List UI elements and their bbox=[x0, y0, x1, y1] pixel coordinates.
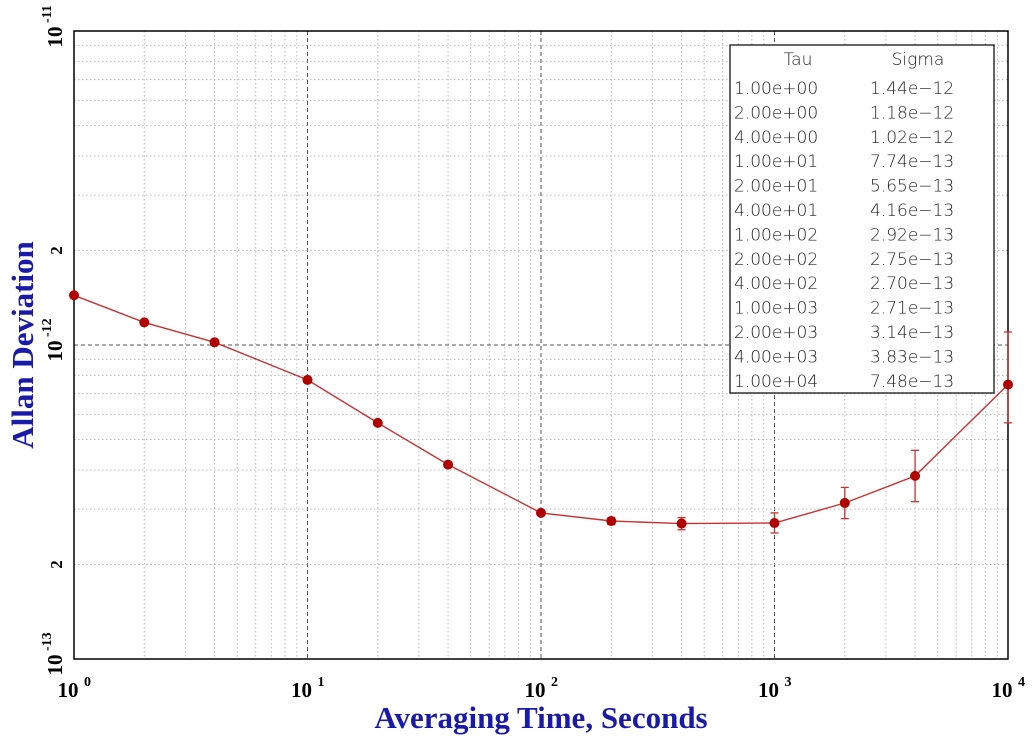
table-cell-sigma: 2.75e−13 bbox=[870, 250, 954, 270]
x-tick-exponent: 2 bbox=[551, 675, 558, 690]
table-cell-sigma: 5.65e−13 bbox=[870, 177, 954, 197]
table-cell-tau: 1.00e+04 bbox=[734, 372, 818, 392]
data-point bbox=[676, 518, 687, 529]
x-tick-exponent: 4 bbox=[1018, 675, 1025, 690]
table-cell-sigma: 7.74e−13 bbox=[870, 152, 954, 172]
table-cell-tau: 4.00e+03 bbox=[734, 347, 818, 367]
x-tick-exponent: 3 bbox=[785, 675, 792, 690]
table-cell-tau: 4.00e+02 bbox=[734, 274, 818, 294]
table-cell-tau: 2.00e+01 bbox=[734, 177, 818, 197]
x-tick-label: 10 bbox=[758, 678, 779, 702]
x-axis-title: Averaging Time, Seconds bbox=[374, 700, 707, 735]
data-point bbox=[209, 337, 220, 348]
y-tick-label: 10 bbox=[43, 655, 67, 676]
data-point bbox=[139, 317, 150, 328]
table-cell-sigma: 4.16e−13 bbox=[870, 201, 954, 221]
table-box bbox=[729, 44, 995, 394]
data-point bbox=[372, 417, 383, 428]
data-point bbox=[769, 518, 780, 529]
data-point bbox=[839, 497, 850, 508]
table-cell-tau: 2.00e+00 bbox=[734, 103, 818, 123]
x-tick-label: 10 bbox=[525, 678, 546, 702]
table-cell-tau: 2.00e+03 bbox=[734, 323, 818, 343]
table-cell-sigma: 2.92e−13 bbox=[870, 225, 954, 245]
table-cell-sigma: 7.48e−13 bbox=[870, 372, 954, 392]
x-tick-label: 10 bbox=[992, 678, 1013, 702]
table-cell-tau: 1.00e+02 bbox=[734, 225, 818, 245]
table-cell-tau: 2.00e+02 bbox=[734, 250, 818, 270]
y-tick-exponent: -13 bbox=[40, 632, 55, 651]
table-cell-sigma: 3.83e−13 bbox=[870, 347, 954, 367]
y-axis-title: Allan Deviation bbox=[5, 241, 40, 449]
y-tick: 10-12 bbox=[40, 318, 67, 361]
data-point bbox=[606, 516, 617, 527]
data-point bbox=[69, 290, 79, 301]
y-tick-label: 10 bbox=[43, 341, 67, 362]
data-point bbox=[910, 470, 921, 481]
table-cell-tau: 1.00e+03 bbox=[734, 299, 818, 319]
table-cell-tau: 4.00e+01 bbox=[734, 201, 818, 221]
x-tick-exponent: 0 bbox=[84, 675, 91, 690]
table-cell-tau: 4.00e+00 bbox=[734, 128, 818, 148]
table-cell-sigma: 1.02e−12 bbox=[870, 128, 954, 148]
table-cell-sigma: 3.14e−13 bbox=[870, 323, 954, 343]
series-layer bbox=[69, 290, 1013, 534]
table-cell-sigma: 1.18e−12 bbox=[870, 103, 954, 123]
table-header: Sigma bbox=[892, 50, 945, 70]
table-cell-tau: 1.00e+00 bbox=[734, 79, 818, 99]
y-minor-tick-label: 2 bbox=[47, 560, 66, 569]
x-tick-exponent: 1 bbox=[318, 675, 325, 690]
x-tick-label: 10 bbox=[291, 678, 312, 702]
y-tick: 10-13 bbox=[40, 632, 67, 675]
table-cell-sigma: 1.44e−12 bbox=[870, 79, 954, 99]
y-tick-label: 10 bbox=[43, 27, 67, 48]
table-cell-tau: 1.00e+01 bbox=[734, 152, 818, 172]
data-point bbox=[302, 374, 313, 385]
y-tick-exponent: -12 bbox=[40, 318, 55, 337]
table-cell-sigma: 2.71e−13 bbox=[870, 299, 954, 319]
data-point bbox=[443, 459, 454, 470]
table-header: Tau bbox=[784, 50, 813, 70]
y-tick-exponent: -11 bbox=[40, 5, 55, 23]
x-tick-label: 10 bbox=[58, 678, 79, 702]
data-point bbox=[536, 507, 546, 518]
y-tick: 10-11 bbox=[40, 5, 67, 47]
tau-sigma-table: Tau Sigma 1.00e+00 1.44e−12 2.00e+00 1.18e−12… bbox=[729, 44, 995, 394]
data-point bbox=[1003, 379, 1013, 390]
y-minor-tick-label: 2 bbox=[47, 246, 66, 255]
table-cell-sigma: 2.70e−13 bbox=[870, 274, 954, 294]
